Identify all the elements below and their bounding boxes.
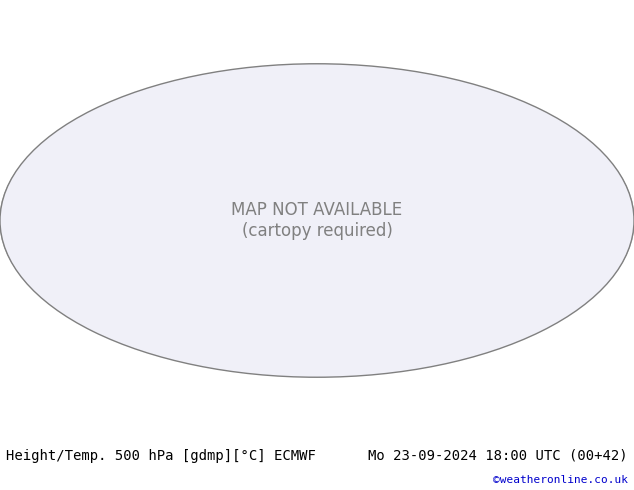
Text: ©weatheronline.co.uk: ©weatheronline.co.uk	[493, 475, 628, 485]
Text: Height/Temp. 500 hPa [gdmp][°C] ECMWF: Height/Temp. 500 hPa [gdmp][°C] ECMWF	[6, 449, 316, 463]
Ellipse shape	[0, 67, 634, 374]
Text: MAP NOT AVAILABLE
(cartopy required): MAP NOT AVAILABLE (cartopy required)	[231, 201, 403, 240]
Ellipse shape	[0, 64, 634, 377]
Text: Mo 23-09-2024 18:00 UTC (00+42): Mo 23-09-2024 18:00 UTC (00+42)	[368, 449, 628, 463]
